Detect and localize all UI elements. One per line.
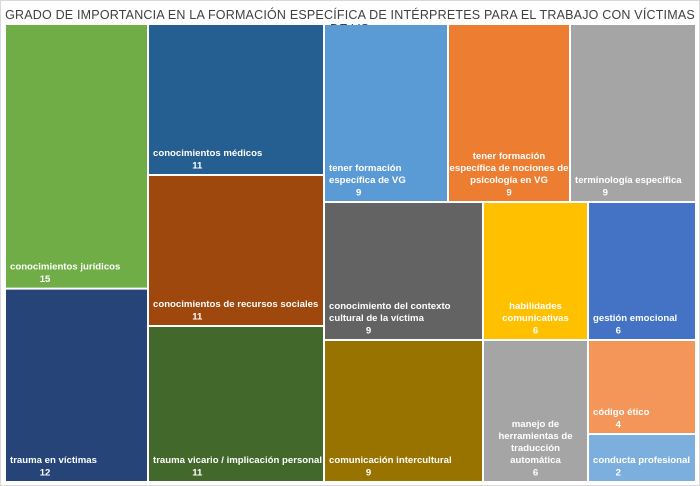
tile-label: trauma en víctimas [10,455,97,466]
tile-value: 9 [366,326,371,337]
treemap-tile-3 [149,25,323,174]
tile-label: conocimientos de recursos sociales [153,299,318,310]
treemap-tile-11 [484,203,587,339]
tile-value: 9 [603,188,608,199]
treemap-tile-15 [589,435,695,481]
tile-label: conocimientos jurídicos [10,262,120,273]
tile-label: conocimientos médicos [153,148,262,159]
tile-value: 11 [192,161,203,172]
treemap-tile-14 [589,341,695,433]
tile-label: terminología específica [575,175,682,186]
tile-value: 6 [533,468,538,479]
tile-label: manejo de herramientas de traducción automá… [498,419,572,466]
tile-label: tener formación específica de nociones de… [450,151,569,186]
tile-label: gestión emocional [593,313,677,324]
tile-value: 11 [192,468,203,479]
tile-label: trauma vicario / implicación personal [153,455,322,466]
treemap-tile-12 [589,203,695,339]
treemap-tile-7 [449,25,569,201]
tile-value: 9 [356,188,361,199]
tile-value: 2 [616,468,621,479]
tile-value: 9 [506,188,511,199]
tile-label: tener formación específica de VG [329,163,406,186]
tile-label: habilidades comunicativas [502,301,569,324]
tile-value: 15 [40,274,51,285]
tile-label: conducta profesional [593,455,690,466]
treemap-tile-9 [325,203,482,339]
treemap-tile-5 [149,327,323,481]
treemap-tile-2 [6,289,147,481]
treemap-tile-1 [6,25,147,288]
tile-value: 9 [366,468,371,479]
tile-value: 6 [616,326,621,337]
treemap-tile-4 [149,176,323,325]
treemap-tile-6 [325,25,447,201]
tile-value: 11 [192,312,203,323]
tile-value: 6 [533,326,538,337]
treemap-tile-13 [484,341,587,481]
tile-value: 12 [40,468,51,479]
treemap-tile-10 [325,341,482,481]
tile-label: código ético [593,407,650,418]
tile-label: conocimiento del contexto cultural de la … [329,301,451,324]
tile-label: comunicación intercultural [329,455,452,466]
treemap-tile-8 [571,25,695,201]
tile-value: 4 [616,420,622,431]
